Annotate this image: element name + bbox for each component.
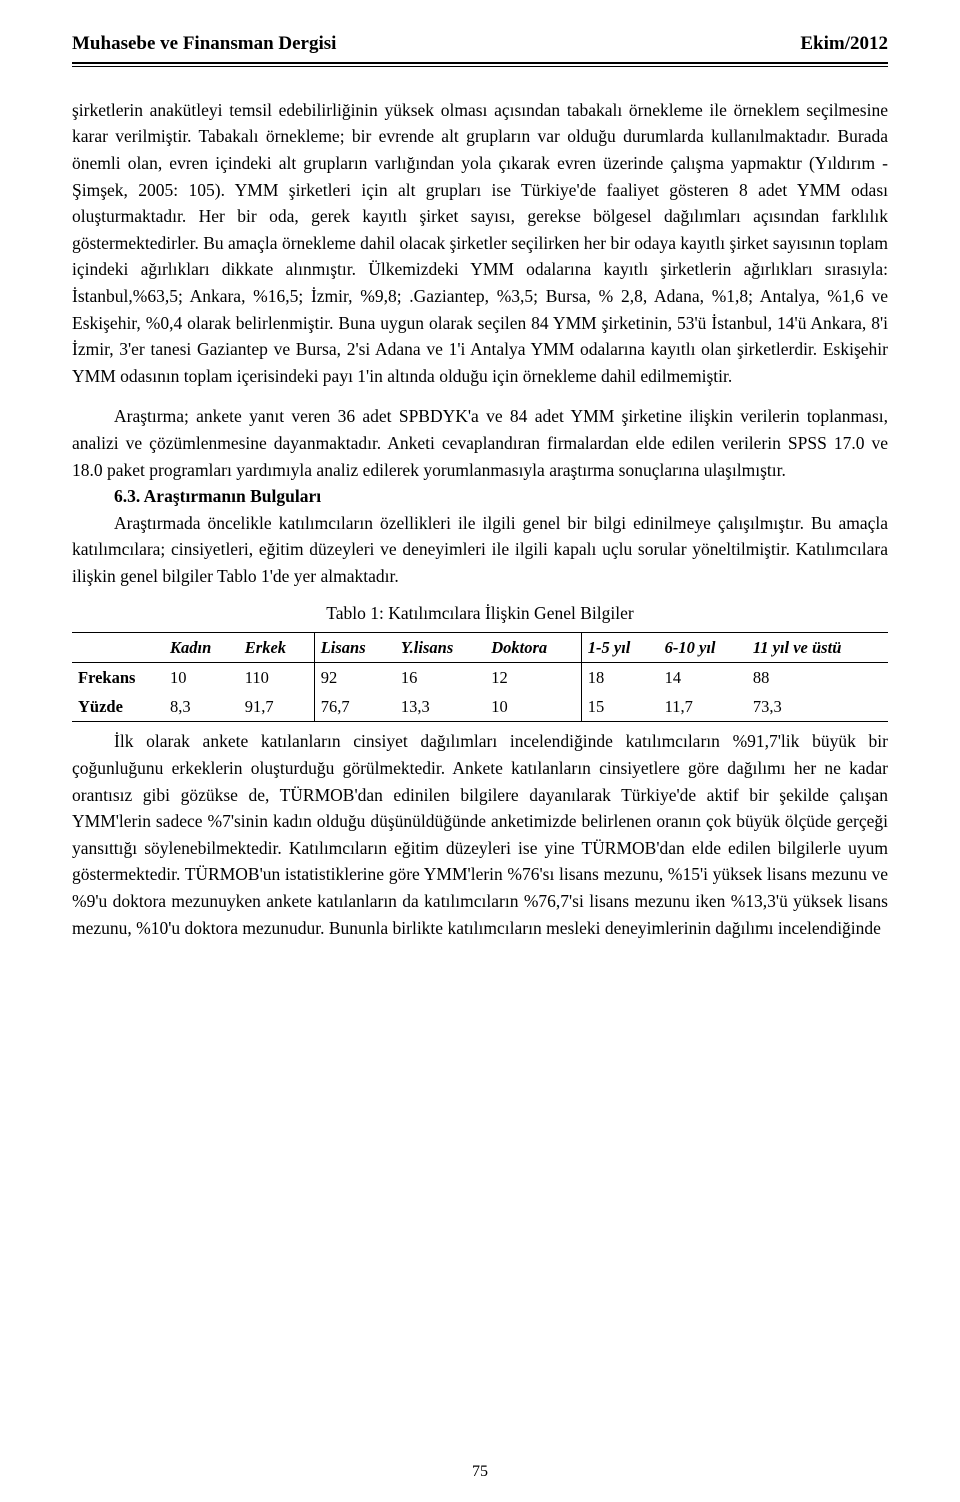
paragraph-3: Araştırmada öncelikle katılımcıların öze…	[72, 510, 888, 590]
paragraph-1: şirketlerin anakütleyi temsil edebilirli…	[72, 97, 888, 390]
table-header-row: Kadın Erkek Lisans Y.lisans Doktora 1-5 …	[72, 633, 888, 663]
page-number: 75	[0, 1460, 960, 1484]
table-cell: 18	[581, 663, 658, 693]
page-header: Muhasebe ve Finansman Dergisi Ekim/2012	[72, 30, 888, 59]
table-col: 11 yıl ve üstü	[747, 633, 888, 663]
table-cell: 10	[485, 692, 581, 722]
table-col: 6-10 yıl	[659, 633, 747, 663]
table-caption: Tablo 1: Katılımcılara İlişkin Genel Bil…	[72, 600, 888, 627]
table-col: Kadın	[164, 633, 239, 663]
paragraph-4: İlk olarak ankete katılanların cinsiyet …	[72, 728, 888, 941]
table-col: 1-5 yıl	[581, 633, 658, 663]
table-cell: 12	[485, 663, 581, 693]
table-cell: 11,7	[659, 692, 747, 722]
table-cell: 10	[164, 663, 239, 693]
table-cell: 110	[239, 663, 314, 693]
table-cell: 14	[659, 663, 747, 693]
row-label: Frekans	[72, 663, 164, 693]
header-rule-thick	[72, 62, 888, 64]
table-row: Frekans 10 110 92 16 12 18 14 88	[72, 663, 888, 693]
table-col: Erkek	[239, 633, 314, 663]
table-cell: 15	[581, 692, 658, 722]
table-cell: 8,3	[164, 692, 239, 722]
table-cell: 92	[314, 663, 395, 693]
page: Muhasebe ve Finansman Dergisi Ekim/2012 …	[0, 0, 960, 1502]
table-cell: 13,3	[395, 692, 485, 722]
table-row: Yüzde 8,3 91,7 76,7 13,3 10 15 11,7 73,3	[72, 692, 888, 722]
body-text: şirketlerin anakütleyi temsil edebilirli…	[72, 97, 888, 941]
journal-title: Muhasebe ve Finansman Dergisi	[72, 30, 336, 59]
table-col: Doktora	[485, 633, 581, 663]
row-label: Yüzde	[72, 692, 164, 722]
data-table: Kadın Erkek Lisans Y.lisans Doktora 1-5 …	[72, 632, 888, 722]
table-col: Lisans	[314, 633, 395, 663]
table-cell: 88	[747, 663, 888, 693]
table-cell: 16	[395, 663, 485, 693]
table-col: Y.lisans	[395, 633, 485, 663]
issue-label: Ekim/2012	[800, 30, 888, 59]
table-corner	[72, 633, 164, 663]
table-cell: 76,7	[314, 692, 395, 722]
section-heading: 6.3. Araştırmanın Bulguları	[72, 483, 888, 510]
table-cell: 73,3	[747, 692, 888, 722]
table-cell: 91,7	[239, 692, 314, 722]
paragraph-2: Araştırma; ankete yanıt veren 36 adet SP…	[72, 403, 888, 483]
header-rule-thin	[72, 66, 888, 67]
